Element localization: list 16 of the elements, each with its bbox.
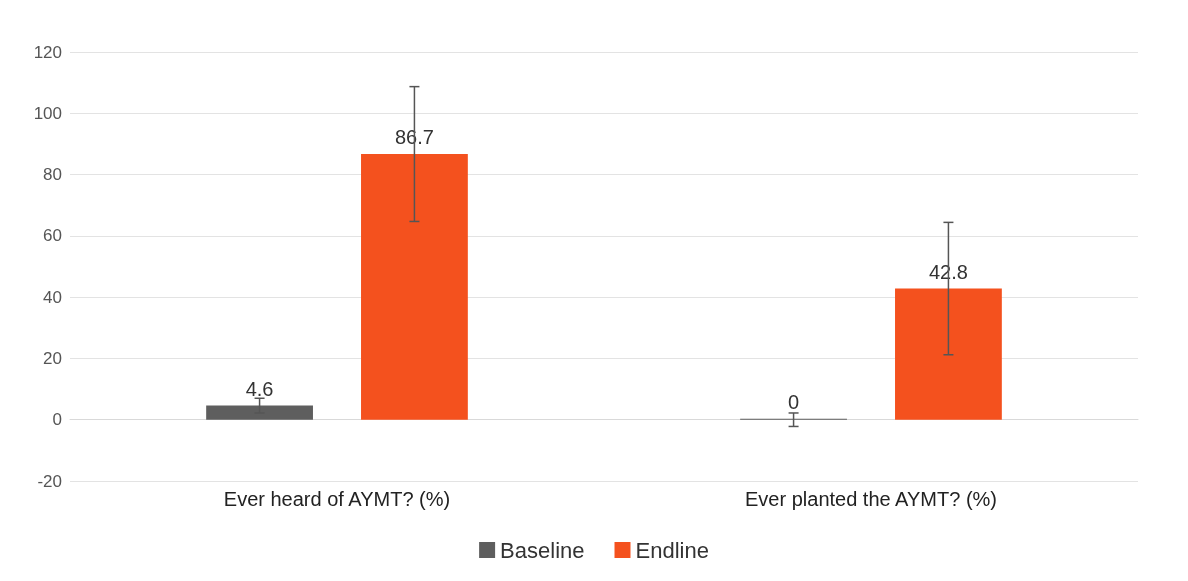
- y-tick-label: 0: [52, 410, 62, 430]
- x-tick-label: Ever heard of AYMT? (%): [223, 488, 451, 510]
- data-label: 0: [788, 390, 800, 413]
- y-tick-label: 100: [33, 103, 62, 123]
- legend-label: Endline: [635, 537, 709, 563]
- x-tick-label: Ever planted the AYMT? (%): [745, 488, 997, 510]
- bar: [895, 288, 1002, 420]
- y-tick-label: 120: [33, 42, 62, 62]
- y-tick-label: 40: [43, 287, 62, 307]
- y-tick-label: -20: [37, 471, 62, 491]
- y-tick-label: 60: [43, 226, 62, 246]
- bar: [361, 154, 468, 420]
- y-tick-label: 80: [43, 165, 62, 185]
- y-tick-label: 20: [43, 348, 62, 368]
- legend-label: Baseline: [500, 537, 585, 563]
- data-label: 4.6: [245, 377, 274, 400]
